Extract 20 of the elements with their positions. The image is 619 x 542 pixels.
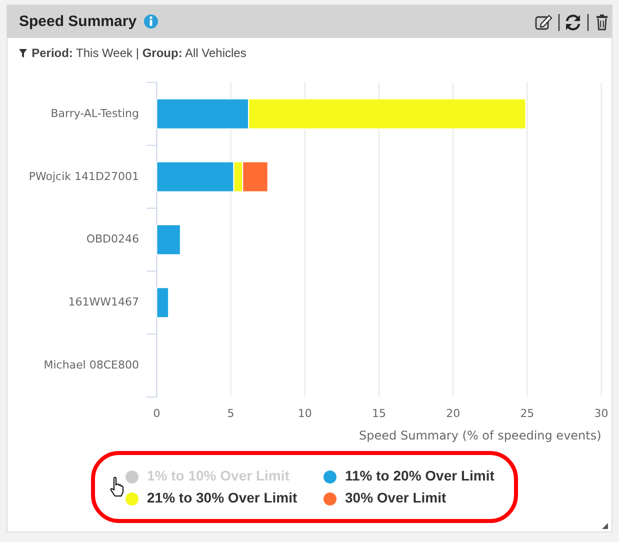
legend-label: 30% Over Limit [345,490,446,506]
x-tick-label: 20 [446,407,460,420]
x-tick-label: 25 [520,407,534,420]
x-axis-title: Speed Summary (% of speeding events) [359,428,602,442]
y-tick-label: Barry-AL-Testing [50,106,139,120]
bar [156,224,181,256]
chart-title: Speed Summary [19,12,138,30]
chart-subtitle: Period: This Week | Group: All Vehicles [32,46,246,60]
x-tick-label: 15 [372,407,386,420]
legend-label: 21% to 30% Over Limit [147,490,298,506]
y-tick-label: OBD0246 [86,232,139,246]
x-tick-label: 0 [153,407,160,420]
y-tick-label: Michael 08CE800 [44,358,139,372]
x-tick-label: 10 [298,407,312,420]
y-tick-label: PWojcik 141D27001 [28,170,139,183]
x-tick-label: 30 [594,407,608,420]
x-tick-label: 5 [227,407,234,420]
legend-label: 11% to 20% Over Limit [345,468,495,484]
bar [156,287,170,318]
y-tick-label: 161WW1467 [68,296,139,309]
